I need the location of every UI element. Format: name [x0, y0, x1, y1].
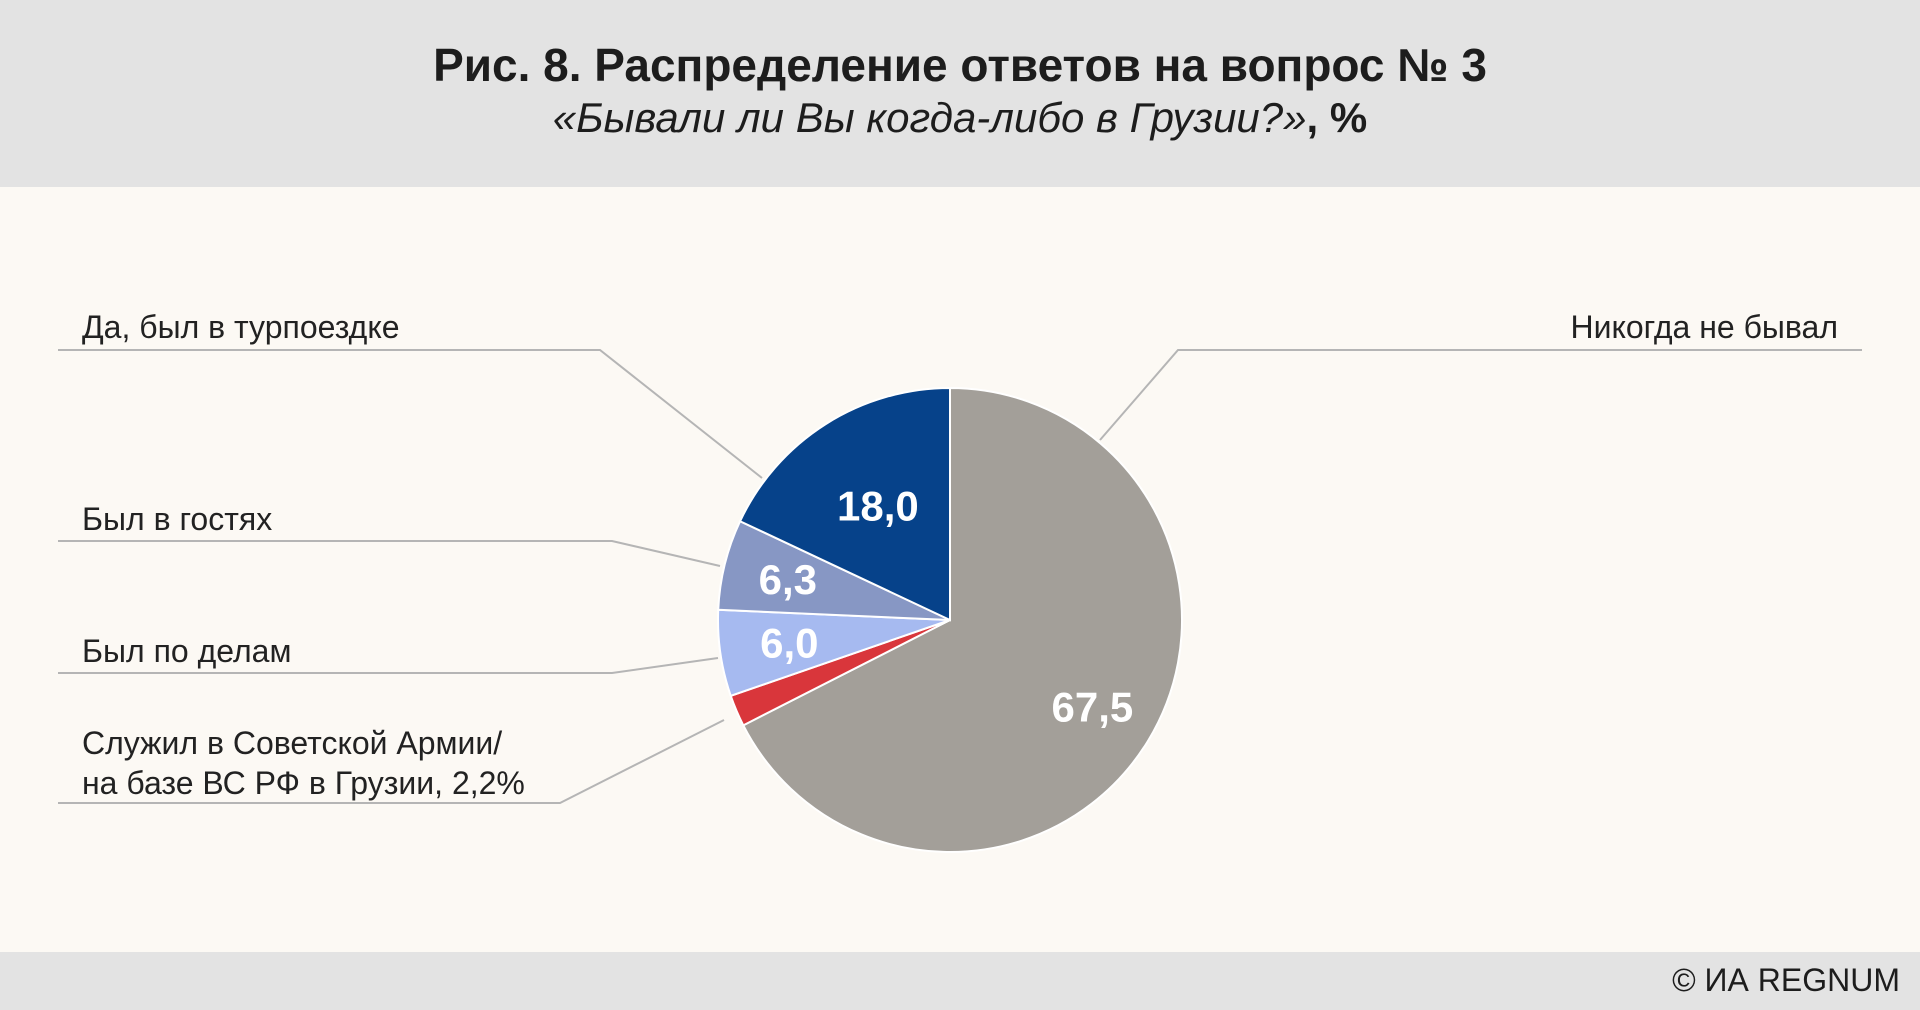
value-label-tour-trip: 18,0	[837, 482, 919, 529]
slice-tour-trip	[738, 386, 951, 622]
chart-header: Рис. 8. Распределение ответов на вопрос …	[0, 0, 1920, 187]
category-label-business-trip: Был по делам	[82, 633, 291, 669]
copyright-credit: © ИА REGNUM	[1672, 962, 1900, 998]
category-label-served-army-line-1: Служил в Советской Армии/	[82, 725, 502, 761]
category-label-tour-trip: Да, был в турпоездке	[82, 309, 400, 345]
leader-line-business-trip	[58, 657, 719, 674]
chart-subtitle: «Бывали ли Вы когда-либо в Грузии?», %	[0, 94, 1920, 142]
value-label-never-visited: 67,5	[1052, 683, 1134, 730]
slice-never-visited	[741, 386, 1183, 853]
subtitle-question: «Бывали ли Вы когда-либо в Грузии?»	[552, 94, 1307, 141]
category-label-never-visited: Никогда не бывал	[1570, 309, 1838, 345]
leader-line-visited-guests	[58, 540, 721, 567]
leader-line-never-visited	[1099, 349, 1862, 441]
category-label-served-army-line-2: на базе ВС РФ в Грузии, 2,2%	[82, 765, 525, 801]
chart-title: Рис. 8. Распределение ответов на вопрос …	[433, 39, 1487, 91]
leader-line-tour-trip	[58, 349, 763, 479]
value-label-business-trip: 6,0	[760, 619, 818, 666]
subtitle-unit: , %	[1306, 94, 1368, 141]
chart-footer: © ИА REGNUM	[0, 952, 1920, 1010]
leader-line-served-army	[58, 719, 725, 804]
category-label-visited-guests: Был в гостях	[82, 501, 272, 537]
value-label-visited-guests: 6,3	[759, 556, 817, 603]
